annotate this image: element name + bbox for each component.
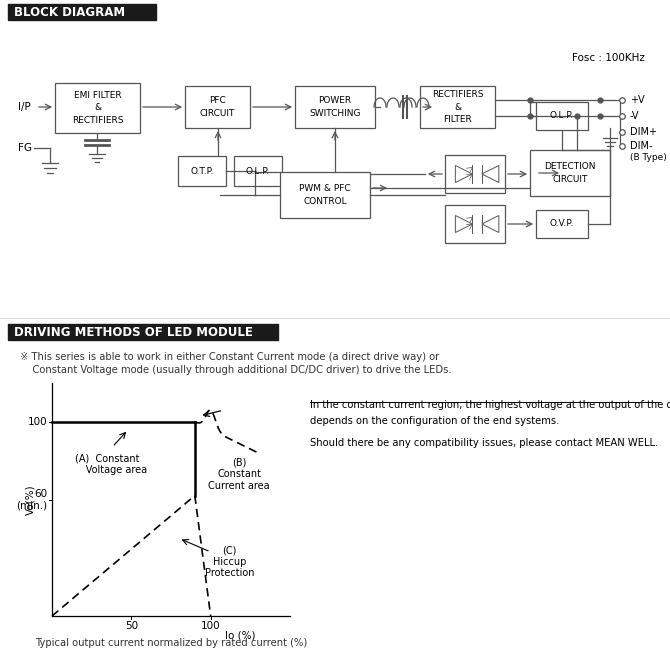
Bar bbox=[8, 4, 156, 20]
Text: +V: +V bbox=[630, 95, 645, 105]
Text: PFC
CIRCUIT: PFC CIRCUIT bbox=[200, 97, 235, 118]
Bar bbox=[536, 210, 588, 238]
Text: O.L.P.: O.L.P. bbox=[246, 167, 270, 176]
Bar bbox=[280, 172, 370, 218]
Text: Should there be any compatibility issues, please contact MEAN WELL.: Should there be any compatibility issues… bbox=[310, 438, 658, 448]
Text: (B Type): (B Type) bbox=[630, 154, 667, 163]
Text: (B)
Constant
Current area: (B) Constant Current area bbox=[208, 457, 270, 491]
Text: (C)
Hiccup
Protection: (C) Hiccup Protection bbox=[205, 545, 255, 578]
Bar bbox=[445, 205, 505, 243]
Text: -V: -V bbox=[630, 111, 639, 121]
Bar bbox=[536, 102, 588, 130]
Text: 100: 100 bbox=[201, 621, 220, 631]
Text: I/P: I/P bbox=[18, 102, 31, 112]
Bar bbox=[234, 156, 282, 186]
Text: 100: 100 bbox=[27, 417, 47, 427]
Text: DIM+: DIM+ bbox=[630, 127, 657, 137]
Text: (A)  Constant
      Voltage area: (A) Constant Voltage area bbox=[68, 454, 147, 476]
Bar bbox=[420, 86, 495, 128]
Text: 60
(min.): 60 (min.) bbox=[16, 489, 47, 511]
Text: DIM-: DIM- bbox=[630, 141, 653, 151]
Text: DRIVING METHODS OF LED MODULE: DRIVING METHODS OF LED MODULE bbox=[14, 325, 253, 338]
Text: BLOCK DIAGRAM: BLOCK DIAGRAM bbox=[14, 5, 125, 19]
Bar bbox=[8, 324, 278, 340]
Text: PWM & PFC
CONTROL: PWM & PFC CONTROL bbox=[299, 184, 351, 206]
Text: RECTIFIERS
&
FILTER: RECTIFIERS & FILTER bbox=[431, 90, 483, 124]
Text: Io (%): Io (%) bbox=[225, 630, 256, 640]
Text: O.L.P.: O.L.P. bbox=[550, 111, 574, 121]
Bar bbox=[185, 86, 250, 128]
Text: depends on the configuration of the end systems.: depends on the configuration of the end … bbox=[310, 416, 559, 426]
Bar bbox=[55, 83, 140, 133]
Text: In the constant current region, the highest voltage at the output of the driver: In the constant current region, the high… bbox=[310, 400, 670, 410]
Text: Fosc : 100KHz: Fosc : 100KHz bbox=[572, 53, 645, 63]
Text: 50: 50 bbox=[125, 621, 138, 631]
Text: ※ This series is able to work in either Constant Current mode (a direct drive wa: ※ This series is able to work in either … bbox=[20, 352, 440, 362]
Text: DETECTION
CIRCUIT: DETECTION CIRCUIT bbox=[544, 162, 596, 184]
Text: FG: FG bbox=[18, 143, 32, 153]
Text: Vo(%): Vo(%) bbox=[25, 484, 35, 515]
Text: Typical output current normalized by rated current (%): Typical output current normalized by rat… bbox=[35, 638, 307, 648]
Bar bbox=[530, 150, 610, 196]
Text: O.V.P.: O.V.P. bbox=[550, 220, 574, 229]
Bar bbox=[295, 86, 375, 128]
Text: Constant Voltage mode (usually through additional DC/DC driver) to drive the LED: Constant Voltage mode (usually through a… bbox=[20, 365, 452, 375]
Text: O.T.P.: O.T.P. bbox=[190, 167, 214, 176]
Bar bbox=[178, 156, 226, 186]
Text: POWER
SWITCHING: POWER SWITCHING bbox=[310, 97, 360, 118]
Text: EMI FILTER
&
RECTIFIERS: EMI FILTER & RECTIFIERS bbox=[72, 91, 123, 125]
Bar bbox=[445, 155, 505, 193]
